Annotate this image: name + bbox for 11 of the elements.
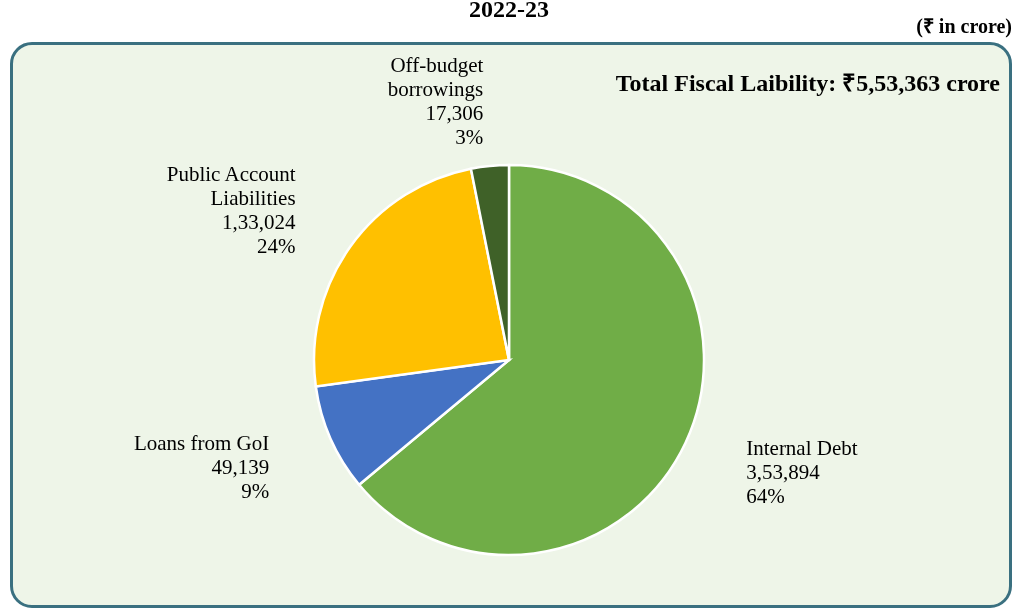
data-label: 1,33,024 24% xyxy=(222,209,297,258)
slice-label: Loans from GoI xyxy=(133,430,270,455)
data-label: 49,139 9% xyxy=(211,454,270,503)
data-label: 17,306 3% xyxy=(425,101,484,150)
text: (₹ in crore) xyxy=(916,15,1012,38)
data-label: 3,53,894 64% xyxy=(746,460,821,509)
text: Total Fiscal Laibility: ₹5,53,363 crore xyxy=(615,70,1001,96)
chart-title: 2022-23 xyxy=(469,0,549,22)
slice-label: Off-budget borrowings xyxy=(387,53,484,102)
slice-label: Public Account Liabilities xyxy=(166,161,296,210)
slice-label: Internal Debt xyxy=(746,436,858,461)
